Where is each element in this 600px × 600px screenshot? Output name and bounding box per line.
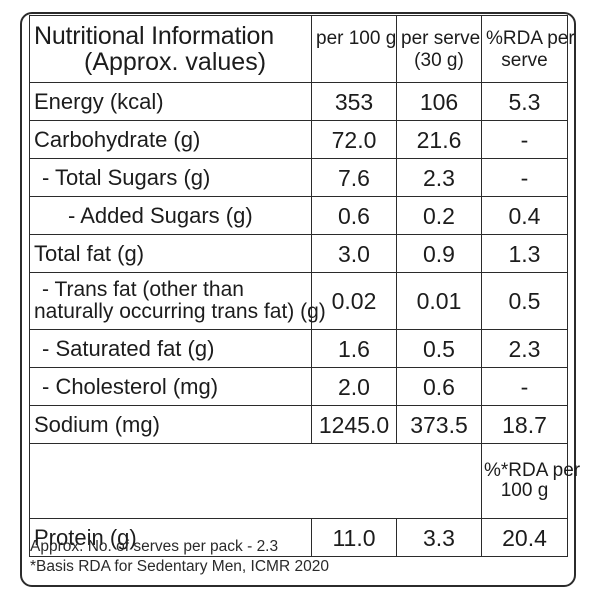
rda-per100-line2: 100 g <box>500 480 549 501</box>
col-header-perserve-line1: per serve <box>401 28 481 49</box>
title-line-1: Nutritional Information <box>34 22 274 50</box>
row-label: - Cholesterol (mg) <box>29 367 312 406</box>
cell-rda: 0.4 <box>481 196 568 235</box>
table-title: Nutritional Information (Approx. values) <box>29 15 312 83</box>
cell-perserve: 0.9 <box>396 234 482 273</box>
row-label: Protein (g) <box>29 518 312 557</box>
col-header-rda-line1: %RDA per <box>486 28 575 49</box>
nutrition-table: Nutritional Information (Approx. values)… <box>29 15 581 557</box>
cell-per100: 2.0 <box>311 367 397 406</box>
cell-rda: 18.7 <box>481 405 568 444</box>
blank-cell <box>29 443 482 519</box>
cell-perserve: 0.6 <box>396 367 482 406</box>
row-label-line2: naturally occurring trans fat) (g) <box>34 300 326 323</box>
col-header-per100-line1: per 100 g <box>316 28 397 49</box>
cell-per100: 1245.0 <box>311 405 397 444</box>
cell-perserve: 373.5 <box>396 405 482 444</box>
table-row: - Trans fat (other than naturally occurr… <box>29 272 568 330</box>
row-label: Energy (kcal) <box>29 82 312 121</box>
table-row: - Total Sugars (g) 7.6 2.3 - <box>29 158 568 197</box>
col-header-rda: %RDA per serve <box>481 15 575 83</box>
cell-perserve: 106 <box>396 82 482 121</box>
table-row: Carbohydrate (g) 72.0 21.6 - <box>29 120 568 159</box>
row-label: - Trans fat (other than naturally occurr… <box>29 272 326 330</box>
cell-per100: 1.6 <box>311 329 397 368</box>
rda-per100-header: %*RDA per 100 g <box>481 443 581 519</box>
row-label: - Total Sugars (g) <box>29 158 312 197</box>
table-row: Protein (g) 11.0 3.3 20.4 <box>29 518 568 557</box>
cell-per100: 3.0 <box>311 234 397 273</box>
cell-perserve: 0.5 <box>396 329 482 368</box>
row-label: Total fat (g) <box>29 234 312 273</box>
col-header-per100: per 100 g <box>311 15 397 83</box>
col-header-perserve-line2: (30 g) <box>414 50 464 71</box>
col-header-rda-line2: serve <box>501 50 548 71</box>
footnote-serves: Approx. No. of serves per pack - 2.3 <box>30 538 279 555</box>
footnote-basis: *Basis RDA for Sedentary Men, ICMR 2020 <box>30 558 329 575</box>
table-header-row: Nutritional Information (Approx. values)… <box>29 15 575 83</box>
row-label: Sodium (mg) <box>29 405 312 444</box>
cell-rda: - <box>481 120 568 159</box>
cell-rda: - <box>481 158 568 197</box>
cell-perserve: 3.3 <box>396 518 482 557</box>
cell-rda: 20.4 <box>481 518 568 557</box>
cell-per100: 353 <box>311 82 397 121</box>
cell-rda: 5.3 <box>481 82 568 121</box>
cell-rda: 1.3 <box>481 234 568 273</box>
row-label: - Saturated fat (g) <box>29 329 312 368</box>
cell-perserve: 0.01 <box>396 272 482 330</box>
row-label: - Added Sugars (g) <box>29 196 312 235</box>
table-row: - Saturated fat (g) 1.6 0.5 2.3 <box>29 329 568 368</box>
cell-rda: - <box>481 367 568 406</box>
cell-perserve: 21.6 <box>396 120 482 159</box>
table-row: - Cholesterol (mg) 2.0 0.6 - <box>29 367 568 406</box>
title-line-2: (Approx. values) <box>84 48 267 76</box>
rda-per100-line1: %*RDA per <box>484 460 581 481</box>
table-row: Sodium (mg) 1245.0 373.5 18.7 <box>29 405 568 444</box>
cell-per100: 11.0 <box>311 518 397 557</box>
cell-rda: 2.3 <box>481 329 568 368</box>
cell-per100: 7.6 <box>311 158 397 197</box>
row-label-line1: - Trans fat (other than <box>42 278 244 301</box>
table-row: Energy (kcal) 353 106 5.3 <box>29 82 568 121</box>
table-row: Total fat (g) 3.0 0.9 1.3 <box>29 234 568 273</box>
cell-per100: 72.0 <box>311 120 397 159</box>
cell-perserve: 0.2 <box>396 196 482 235</box>
rda-per100-header-row: %*RDA per 100 g <box>29 443 581 519</box>
cell-perserve: 2.3 <box>396 158 482 197</box>
row-label: Carbohydrate (g) <box>29 120 312 159</box>
col-header-perserve: per serve (30 g) <box>396 15 482 83</box>
cell-per100: 0.6 <box>311 196 397 235</box>
table-row: - Added Sugars (g) 0.6 0.2 0.4 <box>29 196 568 235</box>
cell-rda: 0.5 <box>481 272 568 330</box>
